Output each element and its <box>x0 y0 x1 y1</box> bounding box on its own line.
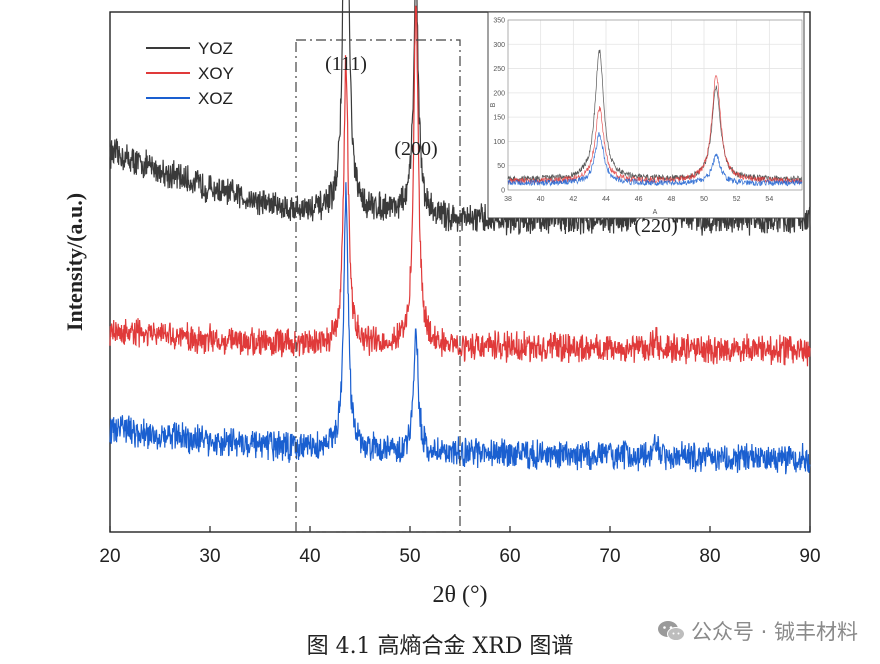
series-line-xoy <box>109 5 811 367</box>
x-tick-label: 30 <box>199 546 220 567</box>
inset-x-tick-label: 38 <box>504 196 512 203</box>
inset-plot-frame <box>507 19 803 191</box>
highlight-box <box>295 39 461 533</box>
inset-y-tick-label: 200 <box>493 90 505 97</box>
figure-caption: 图 4.1 高熵合金 XRD 图谱 <box>306 634 574 659</box>
inset-series-line-xoz <box>507 132 803 187</box>
inset-x-tick-label: 50 <box>700 196 708 203</box>
inset-ticks: 0 50 100 150 200 250 300 350 38 40 42 44 46 48 50 52 54 <box>493 18 773 204</box>
inset-background <box>487 11 805 219</box>
inset-y-tick-label: 350 <box>493 18 505 25</box>
inset-x-tick-label: 42 <box>569 196 577 203</box>
peak-label: (200) <box>394 138 437 160</box>
watermark-text: 公众号 · 铖丰材料 <box>690 620 858 644</box>
inset-x-tick-label: 54 <box>765 196 773 203</box>
x-axis-ticks: 20 30 40 50 60 70 80 90 <box>99 526 821 567</box>
main-plot-area: 20 30 40 50 60 70 80 90 (111) (200) (220) YOZ XOY X… <box>62 0 821 608</box>
inset-x-tick-label: 52 <box>733 196 741 203</box>
x-tick-label: 60 <box>499 546 520 567</box>
inset-y-tick-label: 150 <box>493 115 505 122</box>
inset-y-tick-label: 250 <box>493 66 505 73</box>
inset-grid <box>507 19 803 191</box>
legend-label: XOZ <box>198 89 233 108</box>
inset-x-axis-label: A <box>653 209 658 216</box>
x-tick-label: 70 <box>599 546 620 567</box>
inset-x-tick-label: 46 <box>635 196 643 203</box>
y-axis-label: Intensity/(a.u.) <box>62 193 87 331</box>
inset-series-layer <box>507 49 803 187</box>
x-tick-label: 90 <box>799 546 820 567</box>
inset-y-tick-label: 50 <box>497 163 505 170</box>
x-tick-label: 80 <box>699 546 720 567</box>
legend: YOZ XOY XOZ <box>146 39 234 108</box>
inset-x-tick-label: 44 <box>602 196 610 203</box>
x-tick-label: 40 <box>299 546 320 567</box>
inset-y-tick-label: 300 <box>493 42 505 49</box>
x-tick-label: 50 <box>399 546 420 567</box>
wechat-icon <box>657 621 685 641</box>
legend-label: XOY <box>198 64 234 83</box>
inset-y-axis-label: B <box>490 102 497 107</box>
inset-x-tick-label: 40 <box>537 196 545 203</box>
x-axis-label: 2θ (°) <box>432 582 487 608</box>
x-tick-label: 20 <box>99 546 120 567</box>
peak-annotations: (111) (200) (220) <box>325 53 678 237</box>
peak-label: (220) <box>634 215 677 237</box>
inset-y-tick-label: 100 <box>493 139 505 146</box>
inset-x-tick-label: 48 <box>667 196 675 203</box>
watermark: 公众号 · 铖丰材料 <box>657 616 858 646</box>
peak-label: (111) <box>325 53 367 75</box>
legend-label: YOZ <box>198 39 233 58</box>
inset-y-tick-label: 0 <box>501 188 505 195</box>
